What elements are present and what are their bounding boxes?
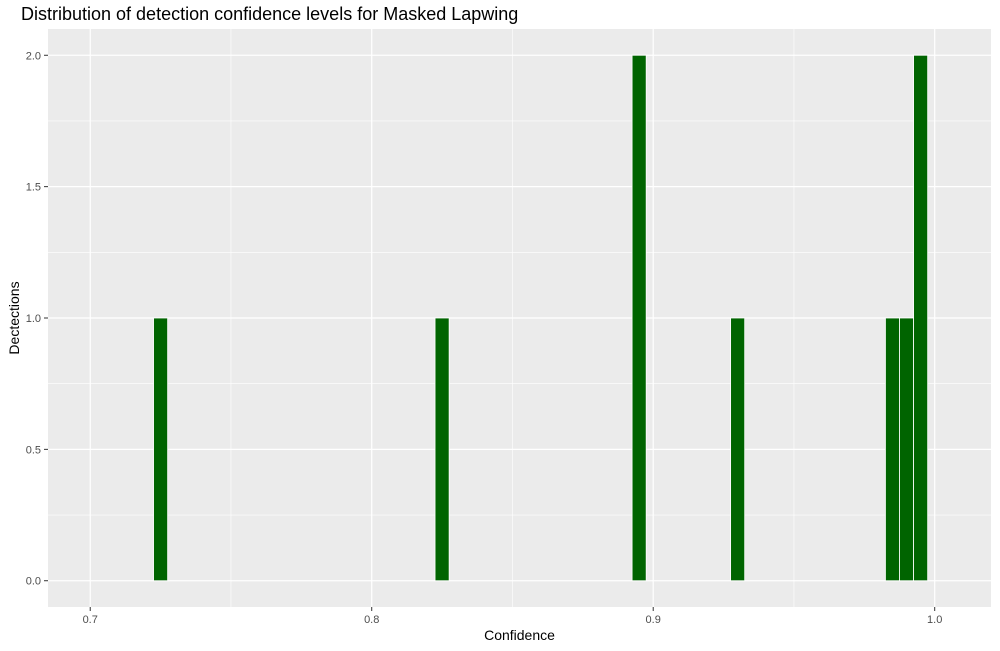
y-axis: 0.0 0.5 1.0 1.5 2.0 [26, 50, 48, 588]
histogram-bar [434, 317, 450, 582]
chart-title: Distribution of detection confidence lev… [21, 4, 519, 24]
histogram-bar [153, 317, 169, 582]
y-axis-title: Dectections [6, 281, 22, 354]
y-tick-label: 2.0 [26, 50, 41, 62]
histogram-bar [913, 54, 929, 582]
histogram-bar [730, 317, 746, 582]
histogram-bar [899, 317, 914, 582]
histogram-bar [885, 317, 900, 582]
y-tick-label: 0.5 [26, 444, 41, 456]
bar-series [153, 54, 929, 582]
x-tick-label: 1.0 [927, 614, 942, 626]
y-tick-label: 1.5 [26, 182, 41, 194]
histogram-bar [631, 54, 647, 582]
y-tick-label: 1.0 [26, 313, 41, 325]
x-axis-title: Confidence [484, 627, 555, 643]
x-axis: 0.7 0.8 0.9 1.0 [83, 607, 942, 626]
x-tick-label: 0.9 [646, 614, 661, 626]
y-tick-label: 0.0 [26, 576, 41, 588]
x-tick-label: 0.8 [364, 614, 379, 626]
major-gridlines [48, 29, 991, 607]
x-tick-label: 0.7 [83, 614, 98, 626]
